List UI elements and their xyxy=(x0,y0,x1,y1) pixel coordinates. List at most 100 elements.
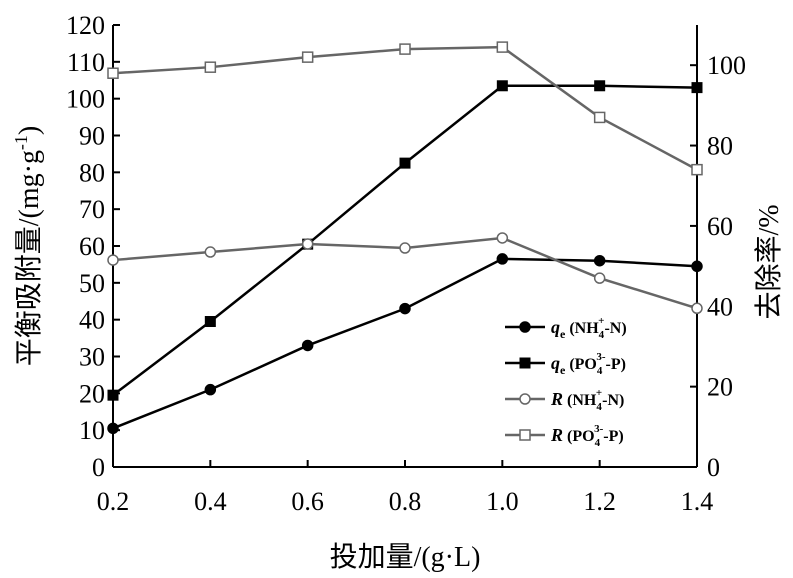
series-1-point xyxy=(301,339,314,352)
x-tick-label: 0.4 xyxy=(194,487,227,516)
legend: qe (NH4+-N)qe (PO43--P)R (NH4+-N)R (PO43… xyxy=(505,315,627,449)
left-tick-label: 50 xyxy=(79,269,105,298)
left-tick-label: 40 xyxy=(79,306,105,335)
series-4-point xyxy=(204,61,217,73)
left-tick-label: 20 xyxy=(79,379,105,408)
series-2-point xyxy=(399,157,411,169)
legend-label-species: (PO xyxy=(563,428,595,445)
legend-label-superscript: 3- xyxy=(594,423,604,435)
x-tick-label: 0.2 xyxy=(97,487,130,516)
series-4-point xyxy=(496,41,509,53)
series-3 xyxy=(107,232,703,315)
left-tick-label: 60 xyxy=(79,232,105,261)
left-tick-label: 90 xyxy=(79,122,105,151)
series-3-point xyxy=(593,272,606,284)
legend-label: qe (NH4 +-N) xyxy=(551,315,627,341)
left-tick-label: 30 xyxy=(79,343,105,372)
legend-label-symbol: R xyxy=(550,389,563,409)
left-tick-label: 100 xyxy=(66,85,105,114)
series-3-point xyxy=(301,238,314,250)
legend-label-symbol: q xyxy=(551,353,560,373)
series-3-point xyxy=(399,242,411,254)
legend-entry-1: qe (NH4 +-N) xyxy=(505,315,627,341)
x-tick-label: 1.4 xyxy=(681,487,714,516)
legend-entry-2: qe (PO4 3--P) xyxy=(505,351,626,377)
legend-label-species: (PO xyxy=(565,356,597,373)
legend-label-subscript: e xyxy=(560,363,566,377)
series-3-point xyxy=(204,246,217,258)
legend-entry-3: R (NH4 +-N) xyxy=(505,387,624,413)
series-1 xyxy=(107,253,703,435)
right-tick-label: 20 xyxy=(707,373,733,402)
series-1-point xyxy=(691,260,703,273)
legend-label-subscript: e xyxy=(560,327,566,341)
legend-label-superscript: + xyxy=(598,315,604,327)
right-tick-label: 80 xyxy=(707,132,733,161)
series-4-point xyxy=(107,67,119,79)
series-4-point xyxy=(399,43,411,55)
right-axis-title: 去除率/% xyxy=(753,204,785,319)
series-2-point xyxy=(594,80,606,92)
series-4-point xyxy=(691,163,703,176)
legend-label-suffix: -N) xyxy=(602,392,624,409)
series-1-point xyxy=(107,422,119,435)
series-1-point xyxy=(496,253,509,265)
x-tick-label: 0.6 xyxy=(291,487,324,516)
legend-label-superscript: 3- xyxy=(596,351,606,363)
legend-marker xyxy=(519,393,531,405)
legend-label-subscript: 4 xyxy=(595,437,601,449)
legend-label-species: (NH xyxy=(565,320,599,337)
legend-label-subscript: 4 xyxy=(599,329,605,341)
left-tick-label: 10 xyxy=(79,416,105,445)
series-1-point xyxy=(399,302,411,315)
series-3-point xyxy=(691,302,703,315)
series-3-point xyxy=(107,254,119,266)
series-4 xyxy=(107,41,703,176)
left-axis-title-main: 平衡吸附量/(mg·g xyxy=(13,150,45,366)
left-tick-label: 80 xyxy=(79,158,105,187)
right-tick-label: 60 xyxy=(707,212,733,241)
legend-label-species: (NH xyxy=(563,392,597,409)
series-2-point xyxy=(107,389,119,401)
series-2-point xyxy=(204,316,216,328)
legend-label: R (PO4 3--P) xyxy=(550,423,624,449)
legend-label: qe (PO4 3--P) xyxy=(551,351,626,377)
legend-label-symbol: q xyxy=(551,317,560,337)
right-tick-label: 100 xyxy=(707,51,746,80)
left-axis-title: 平衡吸附量/(mg·g-1) xyxy=(11,126,45,367)
series-4-point xyxy=(301,51,314,63)
legend-entry-4: R (PO4 3--P) xyxy=(505,423,624,449)
legend-label-superscript: + xyxy=(596,387,602,399)
series-2-line xyxy=(112,84,698,397)
legend-marker xyxy=(519,429,531,441)
legend-marker xyxy=(519,357,531,369)
right-tick-label: 0 xyxy=(707,453,720,482)
legend-label-suffix: -P) xyxy=(603,428,623,445)
x-axis-title: 投加量/(g·L) xyxy=(330,541,481,573)
series-1-point xyxy=(204,383,217,396)
right-tick-label: 40 xyxy=(707,292,733,321)
left-axis-title-superscript: -1 xyxy=(11,135,31,150)
legend-label-symbol: R xyxy=(550,425,563,445)
left-tick-label: 70 xyxy=(79,195,105,224)
series-4-point xyxy=(593,111,606,124)
left-axis-title-close: ) xyxy=(14,126,45,135)
series-3-point xyxy=(496,232,509,244)
legend-label-subscript: 4 xyxy=(596,401,602,413)
series-2 xyxy=(107,80,703,401)
x-tick-label: 1.0 xyxy=(486,487,519,516)
x-tick-label: 0.8 xyxy=(389,487,422,516)
legend-label-suffix: -N) xyxy=(604,320,626,337)
series-2-point xyxy=(691,82,703,94)
legend-label-subscript: 4 xyxy=(597,365,603,377)
x-tick-label: 1.2 xyxy=(583,487,616,516)
series-2-point xyxy=(496,80,508,92)
left-tick-label: 0 xyxy=(92,453,105,482)
series-4-line xyxy=(112,45,698,171)
series-layer xyxy=(107,41,703,435)
left-tick-label: 110 xyxy=(67,48,105,77)
legend-label: R (NH4 +-N) xyxy=(550,387,624,413)
left-tick-label: 120 xyxy=(66,11,105,40)
legend-marker xyxy=(519,321,531,333)
